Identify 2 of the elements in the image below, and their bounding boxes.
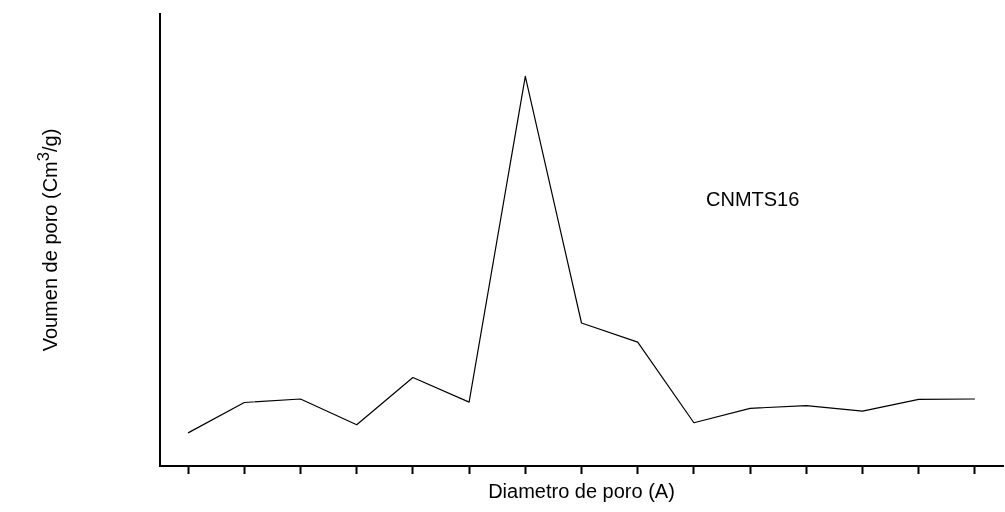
x-axis-title: Diametro de poro (A): [488, 479, 675, 502]
annotation: CNMTS16: [706, 188, 800, 211]
